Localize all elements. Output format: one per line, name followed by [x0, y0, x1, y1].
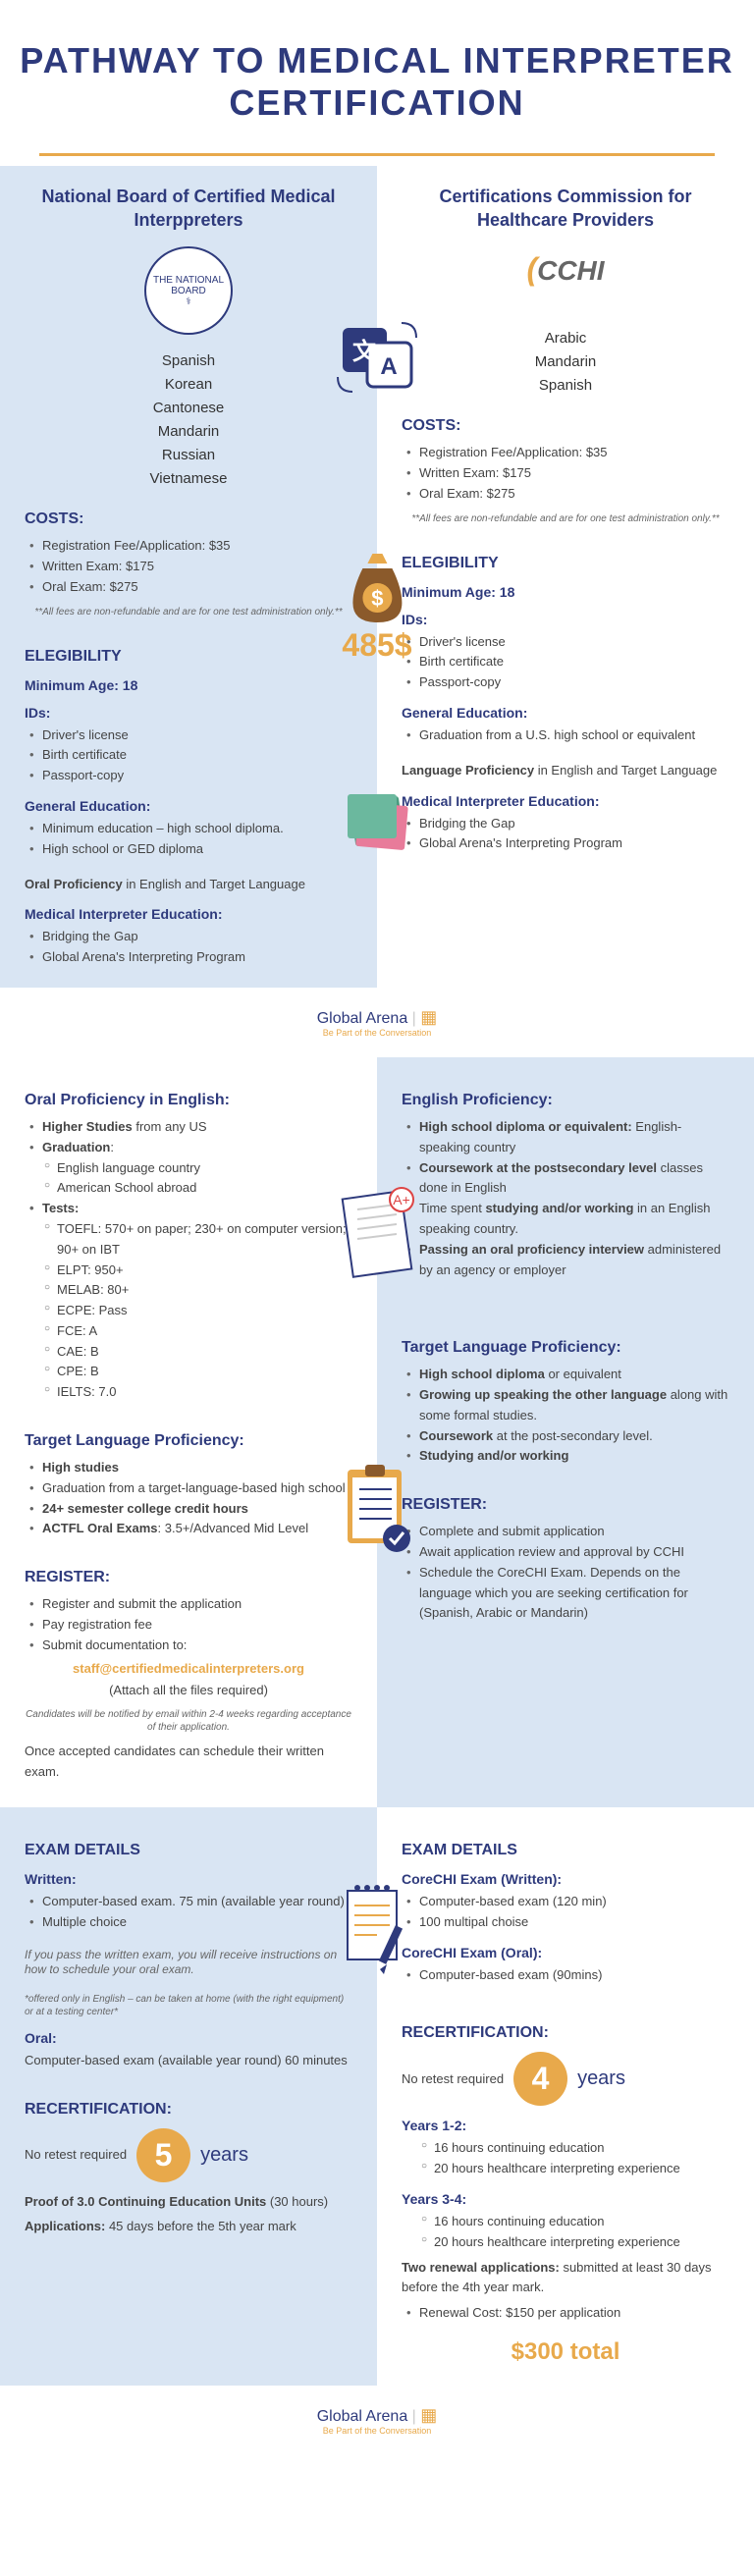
- costs-list-r: Registration Fee/Application: $35Written…: [402, 443, 729, 504]
- svg-text:$: $: [371, 586, 383, 611]
- divider: [39, 153, 715, 156]
- total-price: 485$: [342, 627, 411, 664]
- folder-icon: [338, 784, 416, 858]
- right-col-2: English Proficiency: High school diploma…: [377, 1057, 754, 1807]
- five-years-badge: 5: [136, 2128, 190, 2182]
- ids-list: Driver's licenseBirth certificatePasspor…: [25, 725, 352, 786]
- left-languages: SpanishKoreanCantonese MandarinRussianVi…: [25, 349, 352, 491]
- svg-text:文: 文: [352, 338, 377, 365]
- costs-list: Registration Fee/Application: $35Written…: [25, 536, 352, 597]
- notepad-pencil-icon: [333, 1876, 421, 1989]
- ep-list: High school diploma or equivalent: Engli…: [402, 1117, 729, 1280]
- left-org-name: National Board of Certified Medical Inte…: [25, 186, 352, 232]
- global-arena-logo: Global Arena | ▦ Be Part of the Conversa…: [0, 988, 754, 1057]
- right-languages: ArabicMandarinSpanish: [402, 327, 729, 398]
- fee-note: **All fees are non-refundable and are fo…: [25, 606, 352, 618]
- eligibility-heading-r: ELEGIBILITY: [402, 555, 729, 572]
- svg-text:A: A: [380, 353, 397, 380]
- left-column: National Board of Certified Medical Inte…: [0, 166, 377, 988]
- eligibility-heading: ELEGIBILITY: [25, 648, 352, 666]
- cchi-logo: CCHI: [402, 251, 729, 288]
- fee-note-r: **All fees are non-refundable and are fo…: [402, 512, 729, 525]
- page-title: PATHWAY TO MEDICAL INTERPRETER CERTIFICA…: [20, 39, 734, 124]
- register-email[interactable]: staff@certifiedmedicalinterpreters.org: [25, 1661, 352, 1676]
- right-col-3: EXAM DETAILS CoreCHI Exam (Written): Com…: [377, 1807, 754, 2386]
- money-bag-icon: $ 485$: [342, 549, 411, 664]
- header: PATHWAY TO MEDICAL INTERPRETER CERTIFICA…: [0, 0, 754, 143]
- tlp-left-list: High studiesGraduation from a target-lan…: [25, 1458, 352, 1539]
- four-years-badge: 4: [513, 2052, 567, 2106]
- renewal-total: $300 total: [402, 2338, 729, 2366]
- paper-icon: A+: [333, 1185, 421, 1298]
- right-column: Certifications Commission for Healthcare…: [377, 166, 754, 988]
- translate-icon: 文A: [333, 318, 421, 402]
- costs-heading: COSTS:: [25, 510, 352, 528]
- global-arena-logo-bottom: Global Arena | ▦ Be Part of the Conversa…: [0, 2386, 754, 2455]
- tlp-right-list: High school diploma or equivalentGrowing…: [402, 1365, 729, 1467]
- left-col-3: EXAM DETAILS Written: Computer-based exa…: [0, 1807, 377, 2386]
- nbcmi-logo: THE NATIONAL BOARD⚕: [144, 246, 233, 335]
- clipboard-icon: [338, 1460, 416, 1563]
- left-col-2: Oral Proficiency in English: Higher Stud…: [0, 1057, 377, 1807]
- costs-heading-r: COSTS:: [402, 417, 729, 435]
- svg-text:A+: A+: [393, 1192, 410, 1208]
- right-org-name: Certifications Commission for Healthcare…: [402, 186, 729, 232]
